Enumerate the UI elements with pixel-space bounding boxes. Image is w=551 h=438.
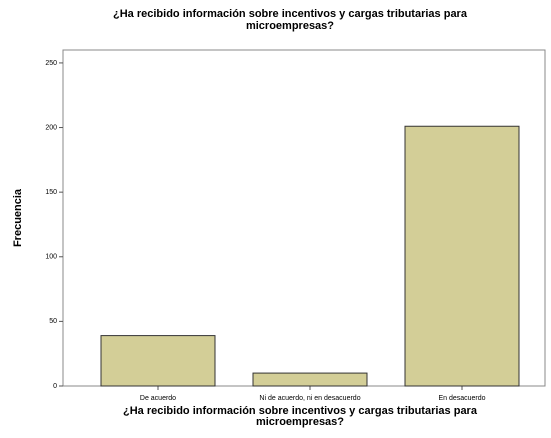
chart-title: ¿Ha recibido información sobre incentivo… [113,8,468,20]
bar [100,335,216,387]
y-tick-label: 0 [53,383,57,390]
bar [404,125,520,387]
y-tick-label: 250 [45,60,57,67]
y-tick-label: 150 [45,189,57,196]
y-tick-label: 50 [49,318,57,325]
x-axis-title: ¿Ha recibido información sobre incentivo… [123,405,478,417]
x-tick-label: Ni de acuerdo, ni en desacuerdo [259,395,360,402]
bar [252,372,368,387]
x-tick-label: En desacuerdo [438,395,485,402]
chart-title: microempresas? [246,20,334,32]
y-axis-title: Frecuencia [12,188,24,247]
y-tick-label: 100 [45,254,57,261]
y-tick-label: 200 [45,124,57,131]
x-tick-label: De acuerdo [140,395,176,402]
x-axis-title: microempresas? [256,416,344,428]
